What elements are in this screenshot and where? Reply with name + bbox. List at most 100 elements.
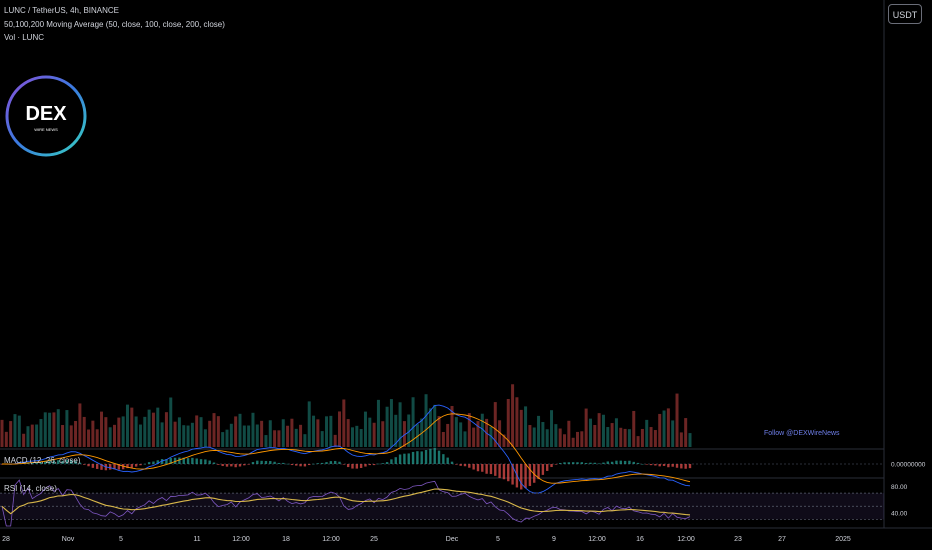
volume-bar <box>537 415 541 447</box>
volume-bar <box>117 417 121 447</box>
volume-bar <box>65 410 69 447</box>
volume-bar <box>528 425 532 447</box>
volume-bar <box>381 421 385 447</box>
volume-bar <box>679 432 683 447</box>
volume-bar <box>428 408 432 447</box>
volume-bar <box>368 417 372 447</box>
macd-histogram-bar <box>576 462 579 464</box>
macd-histogram-bar <box>269 461 272 464</box>
volume-bar <box>554 424 558 447</box>
volume-bar <box>350 427 354 447</box>
macd-histogram-bar <box>295 464 298 466</box>
volume-bar <box>580 431 584 447</box>
volume-bar <box>571 437 575 447</box>
macd-histogram-bar <box>83 464 86 465</box>
volume-bar <box>415 424 419 447</box>
volume-bars <box>0 384 692 447</box>
macd-histogram-bar <box>468 464 471 468</box>
volume-bar <box>39 419 43 447</box>
time-tick-label: 12:00 <box>588 536 606 543</box>
macd-histogram-bar <box>372 464 376 466</box>
volume-bar <box>524 406 528 447</box>
macd-histogram-bar <box>87 464 90 467</box>
volume-bar <box>130 407 134 447</box>
macd-histogram-bar <box>455 464 458 465</box>
macd-histogram-bar <box>381 463 384 464</box>
volume-bar <box>588 418 592 447</box>
macd-histogram-bar <box>507 464 510 482</box>
macd-histogram-bar <box>442 454 445 464</box>
price-axis[interactable]: 0.000190000.000180000.000170000.00016000… <box>886 0 928 518</box>
volume-bar <box>498 420 502 447</box>
macd-histogram-bar <box>567 462 571 464</box>
volume-bar <box>653 430 657 447</box>
volume-bar <box>515 397 519 447</box>
macd-histogram-bar <box>316 463 320 464</box>
macd-histogram-bar <box>31 462 34 464</box>
macd-histogram-bar <box>667 464 670 468</box>
macd-histogram-bar <box>433 447 436 464</box>
volume-bar <box>563 434 567 447</box>
volume-bar <box>208 420 212 447</box>
macd-histogram-bar <box>338 461 341 464</box>
macd-histogram-bar <box>571 462 575 464</box>
volume-bar <box>636 436 640 447</box>
currency-button[interactable]: USDT <box>888 4 922 24</box>
macd-histogram-bar <box>533 464 536 483</box>
time-tick-label: 2025 <box>835 536 851 543</box>
volume-bar <box>134 416 138 447</box>
macd-histogram-bar <box>675 464 679 468</box>
macd-histogram-bar <box>688 464 692 469</box>
volume-bar <box>281 419 285 447</box>
macd-histogram-bar <box>403 453 406 464</box>
macd-histogram-bar <box>606 461 609 464</box>
volume-bar <box>87 429 91 447</box>
macd-histogram-bar <box>35 462 38 464</box>
volume-bar <box>593 424 597 447</box>
volume-bar <box>658 413 662 447</box>
time-axis[interactable]: 28 Nov 5 11 12:00 18 12:00 25 Dec 5 9 12:00 16 12:00 2… <box>2 536 851 543</box>
volume-bar <box>398 402 402 447</box>
macd-histogram-bar <box>619 460 622 464</box>
volume-bar <box>104 417 108 447</box>
macd-histogram-bar <box>264 460 268 464</box>
macd-histogram-bar <box>243 464 246 466</box>
volume-bar <box>169 397 173 447</box>
volume-bar <box>212 413 216 447</box>
volume-bar <box>684 418 688 447</box>
volume-bar <box>493 402 497 447</box>
rsi-ma-line <box>1 488 691 516</box>
macd-histogram-bar <box>351 464 354 469</box>
macd-histogram-bar <box>680 464 683 469</box>
macd-histogram-bar <box>57 460 60 464</box>
volume-bar <box>78 403 82 447</box>
macd-signal-line <box>2 413 691 484</box>
volume-bar <box>472 427 476 447</box>
volume-bar <box>519 409 523 447</box>
rsi-label: RSI (14, close) <box>4 484 57 493</box>
macd-histogram-bar <box>286 463 289 465</box>
macd-histogram-bar <box>160 459 164 464</box>
volume-bar <box>48 412 52 447</box>
macd-histogram-bar <box>377 463 380 465</box>
macd-histogram-bar <box>550 464 553 468</box>
macd-histogram-bar <box>498 464 501 479</box>
volume-bar <box>376 399 380 447</box>
rsi-pane <box>0 479 884 527</box>
macd-histogram-bar <box>70 459 73 464</box>
volume-bar <box>286 425 290 447</box>
time-tick-label: 5 <box>119 536 123 543</box>
macd-histogram-bar <box>632 461 635 464</box>
macd-histogram-bar <box>359 464 363 468</box>
volume-bar <box>355 425 359 447</box>
macd-histogram-bar <box>472 464 475 470</box>
time-tick-label: 5 <box>496 536 500 543</box>
macd-histogram-bar <box>134 464 138 467</box>
time-tick-label: 12:00 <box>677 536 695 543</box>
macd-histogram-bar <box>204 459 207 464</box>
macd-histogram-bar <box>398 454 402 464</box>
volume-bar <box>299 424 303 447</box>
volume-bar <box>619 427 623 447</box>
volume-bar <box>558 428 562 447</box>
